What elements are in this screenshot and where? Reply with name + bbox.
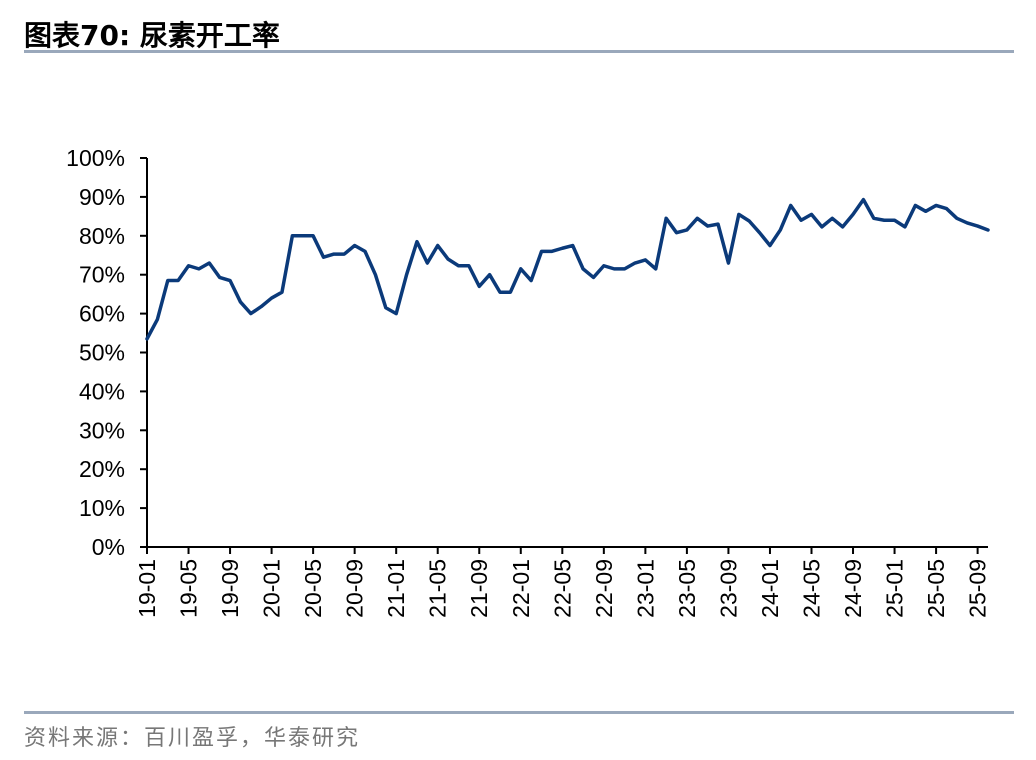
x-tick-label: 22-05	[549, 559, 575, 618]
x-tick-label: 19-01	[134, 559, 160, 618]
x-tick-label: 23-05	[674, 559, 700, 618]
y-tick-label: 80%	[79, 223, 125, 249]
y-tick-label: 90%	[79, 184, 125, 210]
x-tick-label: 20-09	[342, 559, 368, 618]
top-divider	[24, 50, 1014, 53]
chart-title: 图表70: 尿素开工率	[24, 19, 280, 52]
x-tick-label: 24-05	[798, 559, 824, 618]
x-tick-label: 21-09	[466, 559, 492, 618]
x-tick-label: 21-05	[425, 559, 451, 618]
x-tick-label: 21-01	[383, 559, 409, 618]
y-tick-label: 10%	[79, 495, 125, 521]
x-tick-label: 23-01	[632, 559, 658, 618]
y-tick-label: 40%	[79, 378, 125, 404]
x-tick-label: 20-01	[259, 559, 285, 618]
x-tick-label: 19-05	[176, 559, 202, 618]
y-tick-label: 0%	[92, 534, 125, 560]
y-tick-label: 30%	[79, 417, 125, 443]
source-note: 资料来源：百川盈孚，华泰研究	[24, 726, 361, 751]
x-tick-label: 22-09	[591, 559, 617, 618]
bottom-divider	[24, 711, 1014, 714]
y-tick-label: 60%	[79, 301, 125, 327]
x-tick-label: 23-09	[715, 559, 741, 618]
y-tick-label: 20%	[79, 456, 125, 482]
x-tick-label: 25-09	[965, 559, 991, 618]
x-tick-label: 22-01	[508, 559, 534, 618]
x-tick-label: 24-09	[840, 559, 866, 618]
x-tick-label: 20-05	[300, 559, 326, 618]
x-tick-label: 25-05	[923, 559, 949, 618]
header: 图表70: 尿素开工率	[24, 10, 1014, 52]
line-chart: 0% 10% 20% 30% 40% 50% 60% 70% 80% 90% 100% 19-01 19…	[66, 145, 991, 618]
x-tick-label: 25-01	[882, 559, 908, 618]
y-tick-label: 50%	[79, 340, 125, 366]
y-tick-label: 70%	[79, 262, 125, 288]
x-tick-label: 24-01	[757, 559, 783, 618]
series-line	[145, 197, 990, 341]
x-tick-label: 19-09	[217, 559, 243, 618]
y-tick-label: 100%	[66, 145, 125, 171]
